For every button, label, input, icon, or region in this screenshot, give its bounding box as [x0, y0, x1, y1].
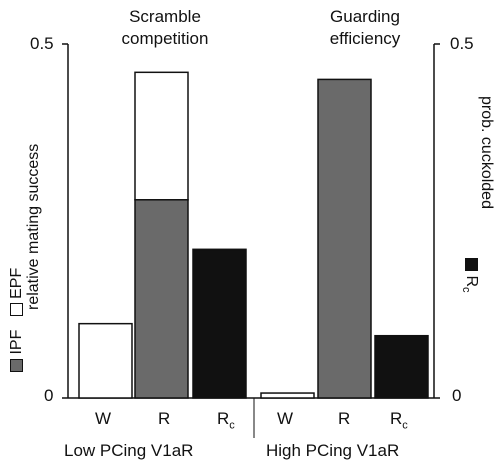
- epf-swatch: [10, 303, 24, 317]
- bar-high-rc: [374, 334, 429, 399]
- right-tick-max: 0.5: [450, 34, 474, 53]
- bar-high-r: [317, 78, 372, 399]
- ipf-swatch: [10, 359, 24, 372]
- left-axis-label: relative mating success: [25, 143, 42, 310]
- rc-swatch: [464, 258, 478, 271]
- left-tick-zero: 0: [44, 386, 54, 405]
- right-axis-label: prob. cuckolded: [478, 96, 495, 209]
- panel-title-guarding-line1: Guarding: [330, 7, 400, 26]
- panel-title-scramble-line1: Scramble: [129, 7, 201, 26]
- xtick-r-high: R: [338, 409, 351, 428]
- rc-legend-main: R: [463, 275, 480, 288]
- panel-title-scramble: Scramble competition: [100, 6, 230, 50]
- right-tick-zero: 0: [452, 386, 462, 405]
- xtick-rc-high: Rc: [390, 409, 408, 435]
- xtick-rc-low: Rc: [217, 409, 235, 435]
- left-tick-max: 0.5: [30, 34, 54, 53]
- rc-legend-label: Rc: [459, 275, 480, 293]
- epf-legend-label: EPF: [8, 267, 25, 299]
- group-label-high: High PCing V1aR: [266, 441, 400, 460]
- xtick-rc-high-sub: c: [402, 419, 408, 432]
- panel-title-scramble-line2: competition: [121, 29, 209, 48]
- bar-low-rc-ipf: [192, 248, 247, 399]
- xtick-rc-high-main: R: [390, 409, 403, 428]
- right-axis-legend-block: Rc: [460, 258, 480, 293]
- ipf-legend-label: IPF: [8, 329, 25, 355]
- bar-low-r-ipf: [134, 199, 189, 399]
- left-axis-legend-block: IPF EPF: [8, 268, 26, 372]
- bar-high-w: [260, 392, 315, 399]
- xtick-w-low: W: [95, 409, 112, 428]
- group-label-low: Low PCing V1aR: [64, 441, 194, 460]
- panel-title-guarding: Guarding efficiency: [300, 6, 430, 50]
- panel-title-guarding-line2: efficiency: [329, 29, 401, 48]
- bar-low-r-epf: [134, 71, 189, 201]
- xtick-r-low: R: [158, 409, 171, 428]
- xtick-rc-low-sub: c: [229, 419, 235, 432]
- xtick-rc-low-main: R: [217, 409, 230, 428]
- bar-low-w-epf: [78, 322, 133, 399]
- xtick-w-high: W: [277, 409, 294, 428]
- rc-legend-sub: c: [459, 287, 472, 293]
